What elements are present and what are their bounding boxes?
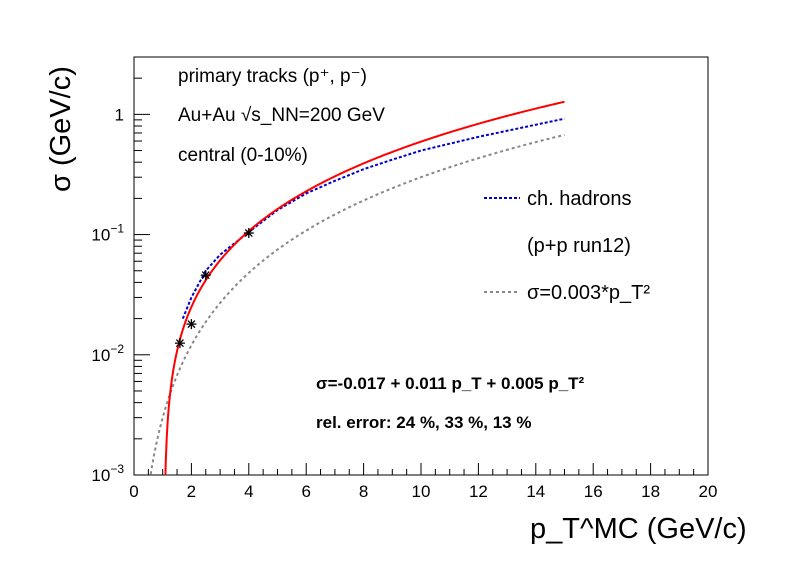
series-line-quadratic-reference (149, 133, 565, 475)
data-point-star (243, 228, 254, 239)
x-axis-title: p_T^MC (GeV/c) (530, 513, 747, 545)
x-tick-label: 8 (359, 482, 368, 501)
x-tick-label: 2 (187, 482, 196, 501)
annotation-fit-formula: σ=-0.017 + 0.011 p_T + 0.005 p_T² (316, 374, 585, 393)
x-tick-label: 12 (469, 482, 488, 501)
y-axis-title: σ (GeV/c) (45, 66, 77, 192)
data-point-star (186, 319, 197, 330)
x-tick-label: 10 (412, 482, 431, 501)
legend-label-run: (p+p run12) (527, 235, 631, 257)
annotation-primary-tracks: primary tracks (p⁺, p⁻) (178, 66, 367, 87)
x-tick-label: 4 (244, 482, 253, 501)
annotation-collision-system: Au+Au √s_NN=200 GeV (178, 105, 385, 126)
x-axis: 0 2 4 6 8 10 12 14 16 18 20 (129, 463, 717, 501)
annotation-relative-error: rel. error: 24 %, 33 %, 13 % (316, 413, 531, 432)
y-tick-label: 10−1 (91, 222, 124, 245)
x-tick-label: 20 (699, 482, 718, 501)
series-line-fit (164, 100, 565, 475)
annotation-centrality: central (0-10%) (178, 145, 308, 166)
series-line-charged-hadrons (181, 117, 565, 319)
data-point-star (174, 338, 185, 349)
x-tick-label: 0 (129, 482, 138, 501)
data-point-star (200, 270, 211, 281)
x-tick-label: 16 (584, 482, 603, 501)
legend-label-charged-hadrons: ch. hadrons (527, 188, 632, 210)
data-point-markers (174, 228, 254, 349)
legend-label-quadratic: σ=0.003*p_T² (527, 282, 650, 304)
x-tick-label: 6 (301, 482, 310, 501)
y-tick-label: 10−3 (91, 462, 124, 485)
y-tick-label: 10−2 (91, 342, 124, 365)
y-axis: 10−3 10−2 10−1 1 (91, 56, 150, 485)
y-tick-label: 1 (115, 105, 124, 124)
x-tick-label: 14 (526, 482, 545, 501)
legend: ch. hadrons (p+p run12) σ=0.003*p_T² (484, 188, 650, 304)
x-tick-label: 18 (641, 482, 660, 501)
